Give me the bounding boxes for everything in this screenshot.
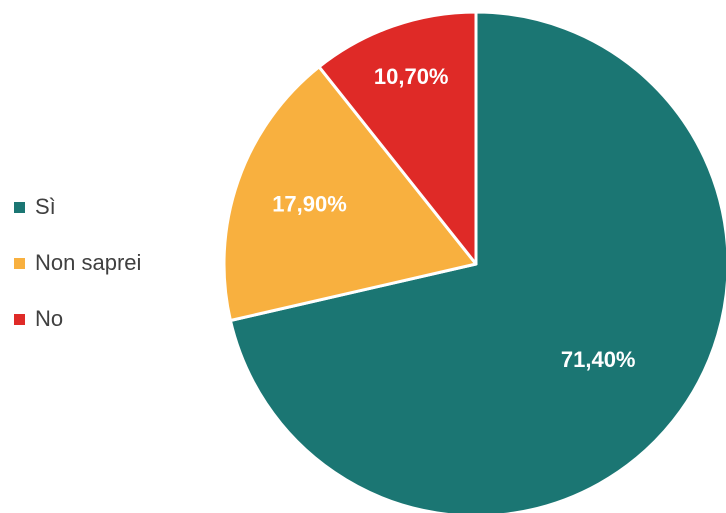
pie-slices [222,10,726,513]
pie-slice-2 [222,65,478,323]
legend-label: Sì [35,194,56,219]
legend-label: Non saprei [35,250,142,275]
pie-data-labels: 71,40% 17,90% 10,70% [272,64,635,372]
pie-slice-1 [228,10,726,513]
pie-slice-3 [317,10,478,266]
legend-swatch [14,257,25,269]
legend-swatch [14,201,25,213]
legend-item-3: No [14,305,141,333]
legend-item-2: Non saprei [14,249,141,277]
chart-legend: Sì Non saprei No [14,193,141,361]
slice-data-label-2: 17,90% [272,192,347,217]
legend-label: No [35,306,64,331]
slice-data-label-1: 71,40% [561,347,636,372]
legend-swatch [14,313,25,325]
legend-item-1: Sì [14,193,141,221]
slice-data-label-3: 10,70% [374,64,449,89]
